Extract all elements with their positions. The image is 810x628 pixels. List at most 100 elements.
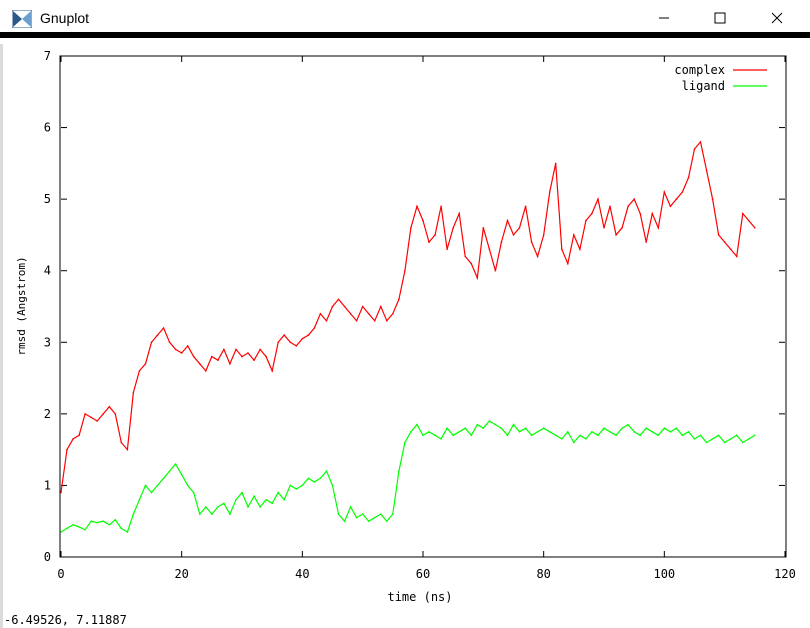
data-point-complex-69	[476, 277, 479, 279]
data-point-complex-7	[102, 413, 104, 415]
y-tick-label-4: 4	[44, 264, 51, 278]
data-point-ligand-20	[180, 473, 183, 476]
data-point-complex-86	[579, 248, 581, 250]
y-tick-label-5: 5	[44, 192, 51, 206]
data-point-ligand-56	[398, 470, 400, 472]
data-point-ligand-36	[277, 491, 280, 494]
data-point-ligand-90	[603, 427, 605, 430]
data-point-complex-99	[657, 227, 660, 229]
data-point-complex-29	[235, 348, 237, 351]
data-point-complex-80	[542, 234, 545, 236]
data-point-complex-1	[66, 448, 68, 451]
data-point-complex-70	[482, 227, 485, 229]
data-point-ligand-43	[319, 477, 322, 480]
data-point-ligand-19	[174, 463, 177, 465]
maximize-button[interactable]	[697, 0, 743, 36]
data-point-complex-67	[464, 255, 467, 258]
data-point-ligand-69	[476, 423, 479, 426]
data-point-complex-72	[494, 269, 497, 272]
data-point-complex-13	[138, 370, 141, 372]
data-point-ligand-17	[162, 477, 165, 480]
data-point-ligand-70	[482, 427, 485, 430]
data-point-ligand-96	[639, 434, 641, 437]
data-point-ligand-6	[96, 521, 98, 524]
x-tick-label-1: 20	[174, 567, 188, 581]
data-point-complex-19	[174, 348, 177, 351]
data-point-complex-18	[168, 341, 171, 344]
data-point-ligand-61	[428, 431, 430, 433]
data-point-ligand-63	[440, 438, 442, 440]
data-point-ligand-111	[729, 438, 732, 440]
data-point-ligand-31	[247, 506, 249, 508]
data-point-complex-27	[223, 348, 225, 351]
data-point-complex-102	[675, 198, 678, 200]
data-point-complex-73	[500, 241, 503, 243]
data-point-complex-88	[591, 212, 593, 215]
data-point-complex-95	[633, 198, 635, 200]
data-point-complex-56	[398, 298, 400, 301]
data-point-complex-109	[717, 234, 720, 236]
data-point-ligand-53	[380, 513, 382, 515]
data-point-ligand-74	[506, 434, 509, 437]
data-point-ligand-83	[561, 438, 563, 440]
data-point-complex-47	[343, 305, 346, 308]
data-point-ligand-101	[669, 431, 672, 433]
data-point-ligand-71	[488, 420, 491, 422]
data-point-ligand-99	[657, 434, 660, 437]
data-point-ligand-39	[295, 488, 298, 490]
data-point-complex-93	[621, 227, 623, 229]
data-point-ligand-73	[500, 427, 503, 430]
minimize-icon	[659, 17, 669, 19]
data-point-complex-28	[229, 363, 231, 365]
data-point-ligand-113	[742, 441, 744, 444]
series-layer	[60, 140, 756, 533]
data-point-complex-2	[72, 438, 74, 440]
data-point-ligand-108	[711, 438, 714, 440]
window-titlebar: Gnuplot	[0, 0, 810, 38]
data-point-ligand-114	[748, 438, 750, 440]
data-point-ligand-10	[120, 527, 123, 530]
data-point-complex-44	[325, 320, 328, 322]
data-point-complex-46	[337, 298, 340, 301]
data-point-complex-68	[470, 262, 473, 265]
data-point-ligand-8	[108, 524, 111, 526]
data-point-complex-58	[410, 227, 412, 229]
right-window-edge	[806, 44, 810, 628]
data-point-ligand-75	[512, 423, 515, 426]
data-point-complex-91	[609, 205, 611, 208]
data-point-ligand-4	[84, 529, 86, 531]
data-point-ligand-80	[542, 427, 545, 430]
data-point-ligand-12	[132, 513, 135, 515]
data-point-ligand-115	[754, 434, 756, 437]
minimize-button[interactable]	[641, 0, 687, 36]
data-point-complex-104	[687, 176, 690, 179]
data-point-ligand-112	[735, 434, 738, 437]
data-point-complex-54	[386, 320, 388, 322]
data-point-ligand-91	[609, 431, 611, 433]
data-point-complex-14	[144, 363, 147, 365]
data-point-complex-25	[211, 355, 213, 358]
data-point-complex-49	[355, 320, 358, 322]
data-point-complex-107	[705, 169, 708, 172]
data-point-complex-101	[669, 205, 672, 208]
data-point-ligand-97	[645, 427, 647, 430]
data-point-complex-96	[639, 212, 641, 215]
data-point-ligand-38	[289, 484, 292, 487]
data-point-complex-35	[271, 370, 274, 372]
x-tick-label-4: 80	[536, 567, 550, 581]
data-point-ligand-68	[470, 434, 473, 437]
y-tick-label-0: 0	[44, 550, 51, 564]
data-point-ligand-11	[126, 531, 129, 533]
data-point-ligand-66	[458, 431, 461, 433]
close-button[interactable]	[754, 0, 800, 36]
data-point-ligand-51	[367, 520, 370, 522]
legend-label-complex: complex	[674, 63, 725, 77]
data-point-complex-90	[603, 227, 605, 229]
data-point-ligand-3	[78, 526, 80, 528]
data-point-ligand-32	[253, 495, 255, 498]
data-point-complex-34	[265, 355, 267, 358]
series-line-ligand	[60, 420, 756, 533]
data-point-ligand-82	[554, 434, 557, 437]
data-point-ligand-87	[585, 438, 587, 440]
